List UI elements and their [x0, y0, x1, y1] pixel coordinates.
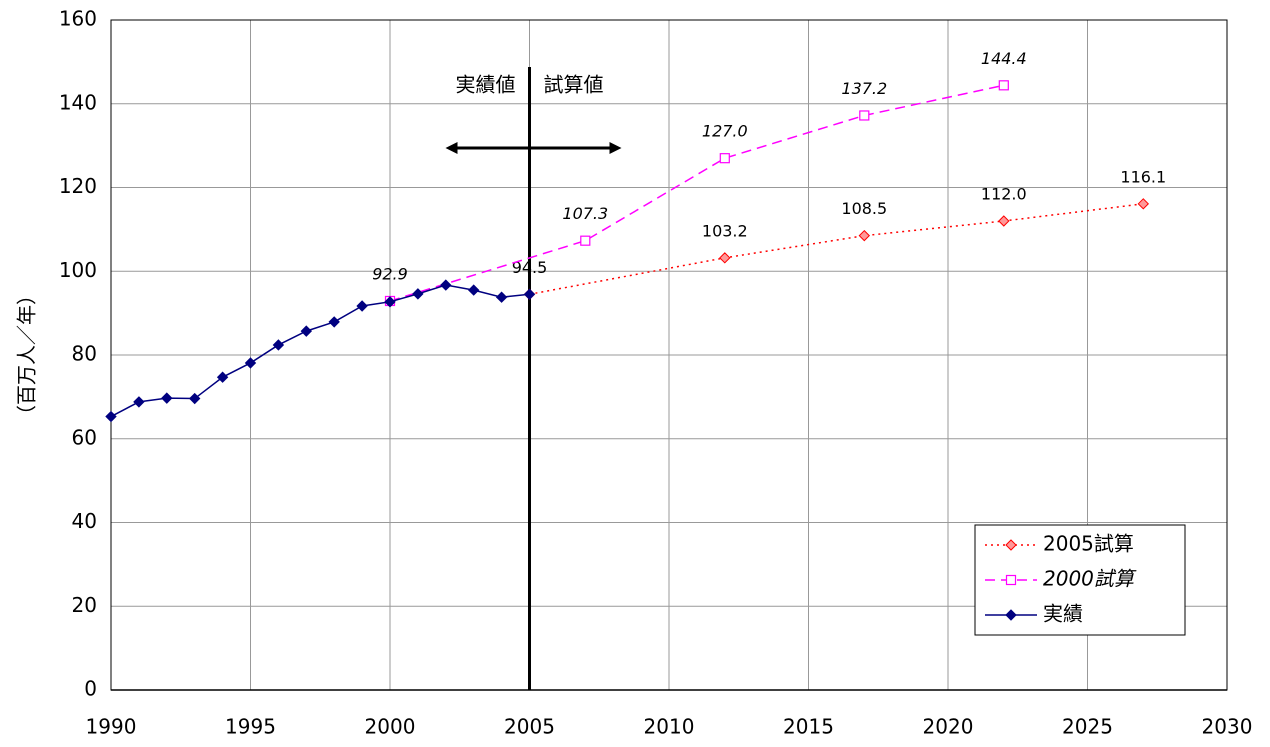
- legend-label: 2005試算: [1043, 532, 1134, 556]
- marker: [300, 325, 313, 337]
- annotation: 実績値: [456, 73, 516, 97]
- y-tick-label: 80: [72, 342, 97, 366]
- legend-marker: [1005, 609, 1017, 621]
- legend-label: 2000試算: [1043, 567, 1137, 591]
- marker: [858, 229, 871, 242]
- marker: [440, 279, 452, 291]
- legend-marker: [1005, 539, 1017, 551]
- y-tick-label: 20: [72, 593, 97, 617]
- marker: [998, 80, 1009, 91]
- x-tick-label: 2020: [923, 715, 974, 739]
- marker: [161, 392, 173, 404]
- series-line: [529, 203, 1144, 296]
- marker: [105, 410, 117, 423]
- data-label: 108.5: [841, 199, 887, 218]
- x-tick-label: 2005: [504, 715, 555, 739]
- marker: [719, 252, 731, 264]
- y-tick-label: 120: [59, 174, 97, 198]
- marker: [188, 392, 201, 405]
- data-label: 127.0: [702, 122, 748, 141]
- y-tick-label: 60: [72, 425, 97, 449]
- x-tick-label: 2000: [365, 715, 416, 739]
- marker: [272, 339, 285, 351]
- series-line: [389, 84, 1004, 302]
- data-label: 112.0: [981, 185, 1027, 204]
- data-label: 116.1: [1120, 167, 1166, 186]
- x-tick-label: 2030: [1202, 715, 1253, 739]
- marker: [523, 288, 536, 300]
- y-tick-label: 140: [59, 90, 97, 114]
- x-tick-label: 2010: [644, 715, 695, 739]
- y-tick-label: 0: [84, 677, 97, 701]
- marker: [216, 371, 229, 383]
- data-label: 103.2: [702, 221, 748, 240]
- marker: [244, 357, 257, 369]
- y-tick-label: 160: [59, 7, 97, 31]
- data-label: 107.3: [562, 204, 608, 223]
- data-label: 92.9: [372, 264, 408, 283]
- annotation: 試算値: [544, 73, 604, 97]
- arrow-head: [609, 142, 622, 154]
- legend-marker: [1005, 574, 1017, 586]
- marker: [467, 284, 480, 296]
- marker: [495, 291, 508, 303]
- marker: [356, 300, 368, 312]
- y-tick-label: 100: [59, 258, 97, 282]
- data-label: 137.2: [841, 79, 887, 98]
- marker: [1137, 198, 1150, 210]
- marker: [998, 215, 1010, 227]
- x-tick-label: 1990: [86, 715, 137, 739]
- data-label: 94.5: [512, 258, 548, 277]
- marker: [328, 316, 340, 328]
- legend-label: 実績: [1043, 602, 1083, 626]
- data-label: 144.4: [981, 49, 1027, 68]
- marker: [133, 396, 145, 408]
- x-tick-label: 1995: [225, 715, 276, 739]
- marker: [412, 288, 424, 300]
- marker: [580, 235, 591, 246]
- x-tick-label: 2025: [1062, 715, 1113, 739]
- series-line: [110, 284, 530, 418]
- x-tick-label: 2015: [783, 715, 834, 739]
- marker: [384, 296, 396, 308]
- arrow-head: [445, 142, 458, 154]
- y-tick-label: 40: [72, 509, 97, 533]
- marker: [859, 110, 870, 121]
- marker: [719, 153, 730, 164]
- y-axis-label: （百万人／年）: [15, 285, 39, 425]
